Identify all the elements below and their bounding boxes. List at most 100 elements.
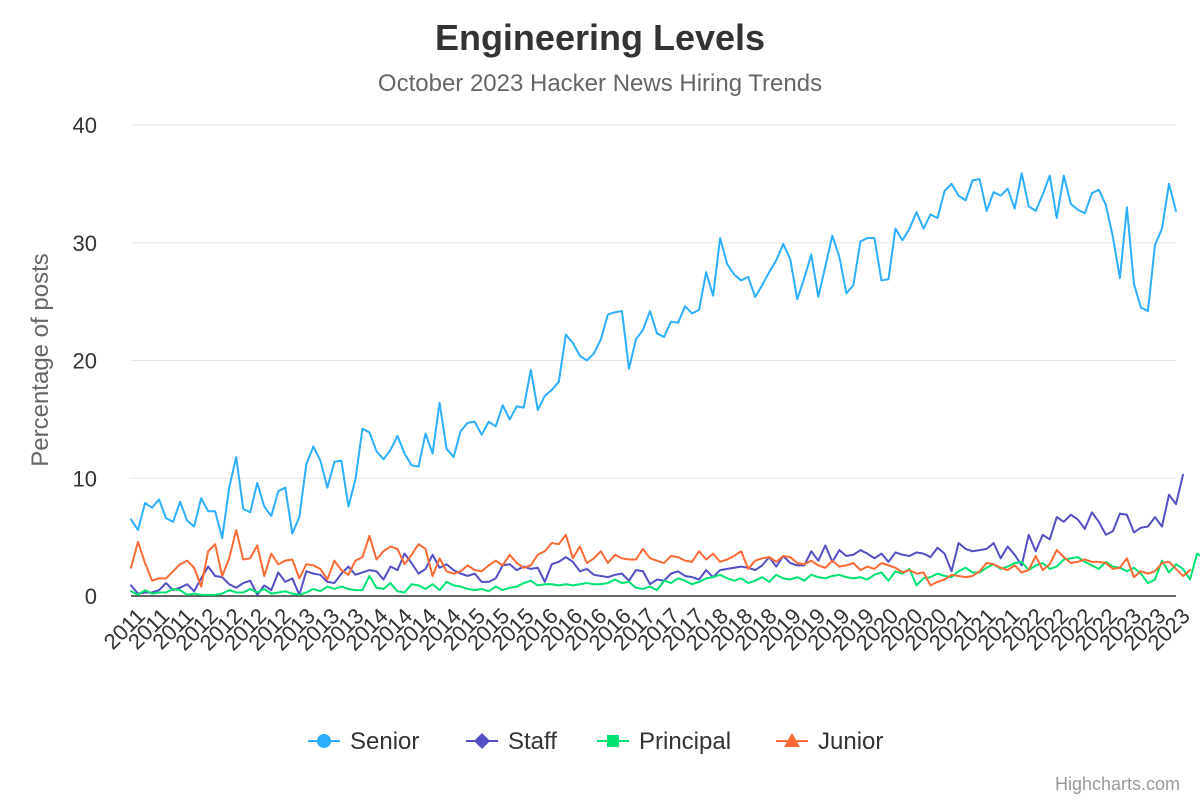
data-point[interactable]	[863, 234, 871, 242]
data-point[interactable]	[1095, 565, 1103, 573]
data-point[interactable]	[330, 557, 338, 565]
data-point[interactable]	[1165, 558, 1173, 566]
data-point[interactable]	[1011, 551, 1019, 559]
data-point[interactable]	[323, 576, 331, 584]
data-point[interactable]	[422, 585, 430, 593]
data-point[interactable]	[730, 552, 738, 560]
data-point[interactable]	[555, 378, 563, 386]
data-point[interactable]	[576, 352, 584, 360]
data-point[interactable]	[358, 425, 366, 433]
data-point[interactable]	[884, 561, 892, 569]
data-point[interactable]	[611, 551, 619, 559]
data-point[interactable]	[176, 498, 184, 506]
data-point[interactable]	[534, 406, 542, 414]
data-point[interactable]	[415, 462, 423, 470]
data-point[interactable]	[176, 560, 184, 568]
data-point[interactable]	[288, 530, 296, 538]
data-point[interactable]	[898, 551, 906, 559]
data-point[interactable]	[702, 268, 710, 276]
data-point[interactable]	[408, 551, 416, 559]
data-point[interactable]	[323, 484, 331, 492]
data-point[interactable]	[863, 563, 871, 571]
data-point[interactable]	[1074, 558, 1082, 566]
data-point[interactable]	[751, 577, 759, 585]
data-point[interactable]	[583, 579, 591, 587]
data-point[interactable]	[920, 550, 928, 558]
data-point[interactable]	[204, 547, 212, 555]
data-point[interactable]	[807, 251, 815, 259]
data-point[interactable]	[183, 557, 191, 565]
data-point[interactable]	[590, 349, 598, 357]
data-point[interactable]	[590, 554, 598, 562]
data-point[interactable]	[450, 570, 458, 578]
data-point[interactable]	[976, 175, 984, 183]
data-point[interactable]	[464, 419, 472, 427]
data-point[interactable]	[941, 576, 949, 584]
data-point[interactable]	[835, 563, 843, 571]
data-point[interactable]	[828, 557, 836, 565]
data-point[interactable]	[429, 450, 437, 458]
data-point[interactable]	[541, 580, 549, 588]
data-point[interactable]	[436, 586, 444, 594]
data-point[interactable]	[534, 564, 542, 572]
data-point[interactable]	[969, 572, 977, 580]
data-point[interactable]	[751, 557, 759, 565]
data-point[interactable]	[737, 547, 745, 555]
data-point[interactable]	[646, 583, 654, 591]
data-point[interactable]	[562, 331, 570, 339]
data-point[interactable]	[927, 553, 935, 561]
data-point[interactable]	[1025, 531, 1033, 539]
data-point[interactable]	[758, 573, 766, 581]
data-point[interactable]	[1116, 274, 1124, 282]
series-line-senior[interactable]	[130, 172, 1177, 540]
data-point[interactable]	[1130, 280, 1138, 288]
data-point[interactable]	[555, 558, 563, 566]
data-point[interactable]	[211, 591, 219, 599]
data-point[interactable]	[835, 546, 843, 554]
data-point[interactable]	[814, 293, 822, 301]
data-point[interactable]	[604, 311, 612, 319]
data-point[interactable]	[695, 306, 703, 314]
data-point[interactable]	[1060, 172, 1068, 180]
data-point[interactable]	[211, 507, 219, 515]
data-point[interactable]	[1095, 558, 1103, 566]
data-point[interactable]	[1074, 515, 1082, 523]
data-point[interactable]	[590, 580, 598, 588]
data-point[interactable]	[765, 268, 773, 276]
data-point[interactable]	[590, 571, 598, 579]
data-point[interactable]	[492, 583, 500, 591]
data-point[interactable]	[842, 561, 850, 569]
data-point[interactable]	[148, 504, 156, 512]
data-point[interactable]	[337, 457, 345, 465]
data-point[interactable]	[835, 571, 843, 579]
data-point[interactable]	[934, 570, 942, 578]
data-point[interactable]	[288, 556, 296, 564]
data-point[interactable]	[751, 293, 759, 301]
data-point[interactable]	[870, 234, 878, 242]
data-point[interactable]	[281, 578, 289, 586]
data-point[interactable]	[169, 585, 177, 593]
data-point[interactable]	[849, 281, 857, 289]
data-point[interactable]	[716, 558, 724, 566]
data-point[interactable]	[807, 547, 815, 555]
data-point[interactable]	[877, 568, 885, 576]
data-point[interactable]	[562, 531, 570, 539]
data-point[interactable]	[653, 576, 661, 584]
data-point[interactable]	[471, 418, 479, 426]
data-point[interactable]	[877, 550, 885, 558]
data-point[interactable]	[155, 588, 163, 596]
data-point[interactable]	[737, 276, 745, 284]
data-point[interactable]	[506, 584, 514, 592]
data-point[interactable]	[358, 553, 366, 561]
data-point[interactable]	[927, 210, 935, 218]
data-point[interactable]	[723, 556, 731, 564]
data-point[interactable]	[394, 566, 402, 574]
data-point[interactable]	[667, 318, 675, 326]
data-point[interactable]	[253, 588, 261, 596]
data-point[interactable]	[1067, 511, 1075, 519]
data-point[interactable]	[1004, 185, 1012, 193]
data-point[interactable]	[379, 585, 387, 593]
data-point[interactable]	[969, 547, 977, 555]
data-point[interactable]	[1046, 560, 1054, 568]
data-point[interactable]	[197, 494, 205, 502]
